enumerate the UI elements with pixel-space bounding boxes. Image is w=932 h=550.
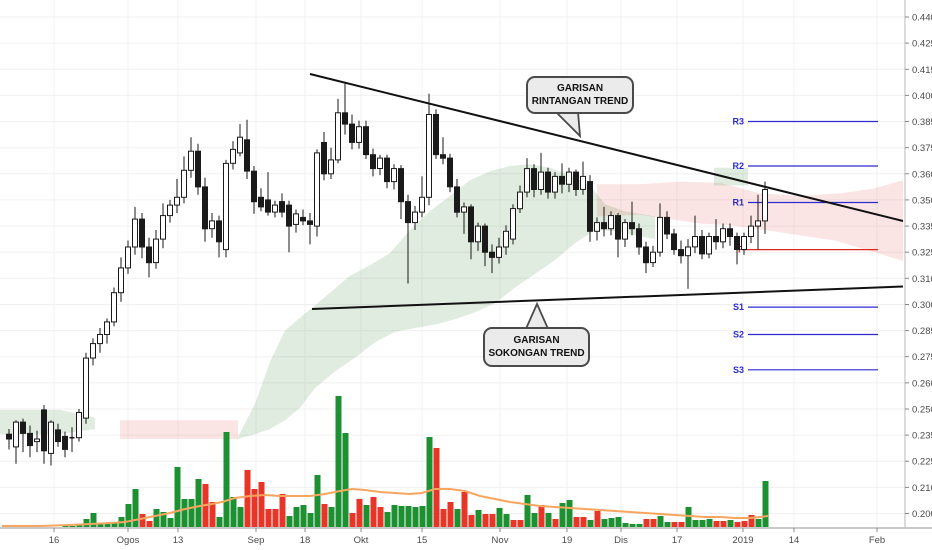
time-tick-label: 18 xyxy=(300,535,311,546)
volume-series xyxy=(62,396,769,527)
pivot-label-P: P xyxy=(738,245,744,255)
gridlines xyxy=(0,0,905,528)
pivot-label-S3: S3 xyxy=(733,365,744,375)
callout-tails xyxy=(523,111,582,332)
time-tick-label: 15 xyxy=(417,535,428,546)
time-tick-label: 13 xyxy=(173,535,184,546)
time-tick-label: Feb xyxy=(869,535,885,546)
price-tick-label: 0.425 xyxy=(912,39,932,50)
time-axis[interactable]: 16 Ogos 13 Sep 18 Okt 15 Nov 19 Dis 17 2019 14 Feb xyxy=(49,528,885,546)
support-trend-callout[interactable]: GARISAN SOKONGAN TREND xyxy=(483,327,590,367)
pivot-levels: R3 R2 R1 P S1 S2 S3 xyxy=(732,117,878,375)
pivot-label-R2: R2 xyxy=(732,161,744,171)
pivot-label-S2: S2 xyxy=(733,330,744,340)
price-tick-label: 0.350 xyxy=(912,195,932,206)
time-tick-label: 19 xyxy=(562,535,573,546)
price-tick-label: 0.335 xyxy=(912,222,932,233)
pivot-label-R1: R1 xyxy=(732,198,744,208)
price-tick-label: 0.385 xyxy=(912,117,932,128)
time-tick-label: 14 xyxy=(789,535,800,546)
time-tick-label: Nov xyxy=(492,535,509,546)
time-tick-label: Sep xyxy=(248,535,265,546)
candlestick-series xyxy=(6,83,768,466)
price-tick-label: 0.400 xyxy=(912,91,932,102)
price-tick-label: 0.225 xyxy=(912,457,932,468)
time-tick-label: 16 xyxy=(49,535,60,546)
price-tick-label: 0.415 xyxy=(912,65,932,76)
price-tick-label: 0.310 xyxy=(912,274,932,285)
price-tick-label: 0.235 xyxy=(912,431,932,442)
price-axis[interactable]: 0.440 0.425 0.415 0.400 0.385 0.375 0.360 0.350… xyxy=(905,13,932,521)
trendlines[interactable] xyxy=(309,73,904,310)
pivot-label-S1: S1 xyxy=(733,302,744,312)
price-tick-label: 0.375 xyxy=(912,143,932,154)
price-tick-label: 0.260 xyxy=(912,378,932,389)
volume-ma-line xyxy=(2,487,769,527)
price-tick-label: 0.275 xyxy=(912,352,932,363)
price-tick-label: 0.440 xyxy=(912,13,932,24)
time-tick-label: Dis xyxy=(614,535,628,546)
resistance-trend-callout-label: GARISAN RINTANGAN TREND xyxy=(531,83,629,107)
ichimoku-cloud xyxy=(0,164,903,439)
support-trend-callout-label: GARISAN SOKONGAN TREND xyxy=(488,335,585,359)
resistance-trend-callout[interactable]: GARISAN RINTANGAN TREND xyxy=(526,76,634,114)
support-trendline[interactable] xyxy=(311,285,904,310)
price-tick-label: 0.210 xyxy=(912,483,932,494)
time-tick-label: Okt xyxy=(354,535,369,546)
price-tick-label: 0.325 xyxy=(912,248,932,259)
time-tick-label: 17 xyxy=(672,535,683,546)
time-tick-label: 2019 xyxy=(732,535,753,546)
price-tick-label: 0.300 xyxy=(912,300,932,311)
time-tick-label: Ogos xyxy=(117,535,140,546)
price-tick-label: 0.285 xyxy=(912,326,932,337)
price-tick-label: 0.250 xyxy=(912,405,932,416)
price-tick-label: 0.200 xyxy=(912,509,932,520)
price-tick-label: 0.360 xyxy=(912,169,932,180)
pivot-label-R3: R3 xyxy=(732,117,744,127)
resistance-trendline[interactable] xyxy=(309,73,904,222)
